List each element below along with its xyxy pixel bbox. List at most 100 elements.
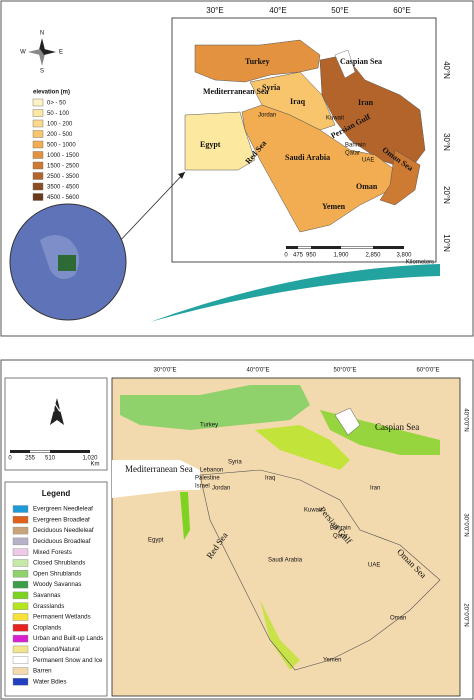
- legend-swatch: [12, 624, 29, 632]
- place-label: Qatar: [345, 151, 360, 157]
- top-lat-labels: 40°N 30°N 20°N 10°N: [442, 61, 451, 252]
- scale-label: 0: [8, 456, 12, 462]
- legend-title: Legend: [42, 489, 71, 498]
- place-label: Oman: [356, 182, 378, 191]
- legend-swatch: [32, 172, 44, 180]
- place-label: Mediterranean Sea: [125, 464, 193, 474]
- top-lon-labels: 30°E 40°E 50°E 60°E: [206, 6, 410, 15]
- bottom-place-labels: Turkey Caspian Sea Mediterranean Sea Syr…: [125, 422, 428, 664]
- legend-label: Barren: [33, 668, 52, 675]
- lat-label: 30°N: [442, 133, 451, 151]
- scale-bar: [298, 246, 311, 249]
- lon-label: 30°E: [206, 6, 223, 15]
- lat-label: 30°0'0"N: [462, 513, 468, 536]
- legend-swatch: [12, 678, 29, 686]
- place-label: Mediterranean Sea: [203, 87, 269, 96]
- place-label: Iran: [370, 486, 380, 492]
- lat-label: 40°N: [442, 61, 451, 79]
- legend-label: Open Shrublands: [33, 570, 81, 577]
- scale-bar: [341, 246, 373, 249]
- place-label: Saudi Arabia: [268, 558, 303, 564]
- place-label: Caspian Sea: [340, 57, 382, 66]
- lon-label: 40°E: [269, 6, 286, 15]
- scale-label: 1,900: [333, 253, 349, 259]
- legend-label: Permanent Snow and Ice: [33, 657, 103, 664]
- legend-label: Grasslands: [33, 603, 64, 610]
- legend-title: elevation (m): [33, 90, 70, 96]
- place-label: Iran: [358, 98, 374, 107]
- scale-unit: Km: [91, 462, 100, 468]
- lat-label: 40°0'0"N: [462, 408, 468, 431]
- lon-label: 50°E: [331, 6, 348, 15]
- compass: N S E W: [20, 31, 63, 75]
- globe-study-area: [58, 255, 76, 271]
- legend-swatch: [12, 516, 29, 524]
- scale-label: 2,850: [365, 253, 381, 259]
- legend-swatch: [32, 182, 44, 191]
- place-label: UAE: [362, 158, 374, 164]
- legend-swatch: [12, 580, 29, 589]
- place-label: Qatar: [333, 534, 348, 540]
- place-label: Bahrain: [345, 143, 366, 149]
- legend-label: Cropland/Natural: [33, 646, 80, 653]
- lat-label: 20°N: [442, 186, 451, 204]
- legend-box: [4, 481, 108, 697]
- lon-label: 40°0'0"E: [246, 368, 269, 374]
- scale-label: 510: [45, 456, 56, 462]
- place-label: Egypt: [148, 538, 164, 544]
- legend-label: 2500 - 3500: [47, 174, 80, 180]
- place-label: Yemen: [323, 658, 341, 664]
- place-label: Kuwait: [326, 116, 344, 122]
- scale-bar: [30, 450, 50, 453]
- legend-label: 50 - 100: [47, 111, 70, 117]
- bottom-lon-labels: 30°0'0"E 40°0'0"E 50°0'0"E 60°0'0"E: [153, 368, 439, 374]
- legend-swatch: [12, 602, 29, 610]
- legend-swatch: [12, 505, 29, 513]
- place-label: UAE: [368, 563, 380, 569]
- legend-swatch: [12, 591, 29, 600]
- legend-label: Closed Shrublands: [33, 560, 85, 567]
- place-label: Jordan: [258, 113, 276, 119]
- legend-swatch: [12, 656, 29, 664]
- legend-label: Savannas: [33, 592, 61, 599]
- place-label: Syria: [262, 83, 280, 92]
- legend-swatch: [32, 98, 44, 107]
- elevation-legend: 0> - 50 50 - 100 100 - 200 200 - 500 500 - 1…: [32, 98, 80, 201]
- compass-n: N: [40, 31, 44, 37]
- scale-label: 3,800: [396, 253, 412, 259]
- legend-swatch: [32, 140, 44, 149]
- legend-swatch: [32, 161, 44, 170]
- legend-label: 500 - 1000: [47, 143, 76, 149]
- place-label: Bahrain: [330, 526, 351, 532]
- legend-label: Croplands: [33, 624, 61, 631]
- legend-swatch: [12, 559, 29, 567]
- place-label: Jordan: [212, 486, 230, 492]
- scale-label: 1,020: [82, 456, 98, 462]
- place-label: Turkey: [245, 57, 270, 66]
- lon-label: 60°0'0"E: [416, 368, 439, 374]
- place-label: Egypt: [200, 140, 221, 149]
- decorative-swoosh: [150, 264, 440, 322]
- bottom-landcover: [112, 385, 440, 670]
- compass-e: E: [59, 50, 63, 56]
- lat-label: 20°0'0"N: [462, 603, 468, 626]
- legend-swatch: [12, 570, 29, 578]
- legend-label: 100 - 200: [47, 122, 73, 128]
- place-label: Saudi Arabia: [285, 153, 330, 162]
- scale-unit: Kilometers: [406, 260, 434, 266]
- place-label: Iraq: [265, 476, 275, 482]
- legend-label: Water Bdies: [33, 678, 66, 685]
- legend-label: Deciduous Needleleaf: [33, 527, 94, 534]
- place-label: Turkey: [200, 423, 218, 429]
- north-arrow: N: [50, 398, 64, 425]
- place-label: Iraq: [290, 97, 306, 106]
- scale-label: 950: [306, 253, 317, 259]
- legend-label: 1500 - 2500: [47, 164, 80, 170]
- lat-label: 10°N: [442, 234, 451, 252]
- country-borders: [199, 469, 441, 671]
- locator-arrowhead: [178, 172, 185, 179]
- bottom-lat-labels: 40°0'0"N 30°0'0"N 20°0'0"N: [462, 408, 468, 626]
- place-label: Oman: [390, 616, 406, 622]
